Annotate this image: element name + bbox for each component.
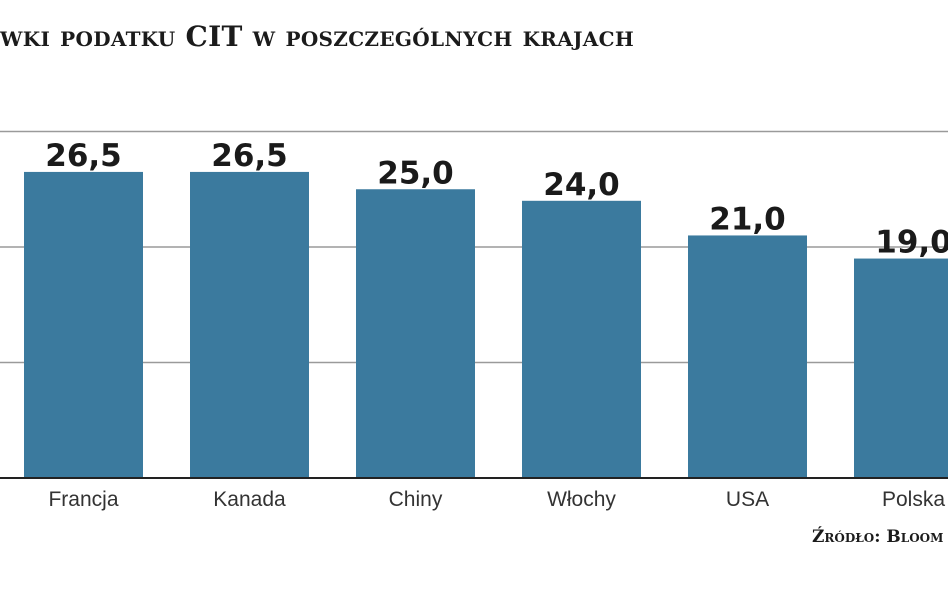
bar-usa [688, 235, 807, 478]
category-labels: Francja Kanada Chiny Włochy USA Polska [48, 488, 945, 511]
category-label: USA [726, 488, 769, 511]
category-label: Chiny [389, 488, 443, 511]
category-label: Polska [882, 488, 945, 511]
value-labels: 26,5 26,5 25,0 24,0 21,0 19,0 [45, 138, 948, 261]
category-label: Włochy [547, 488, 616, 511]
value-label: 24,0 [543, 167, 620, 203]
bar-włochy [522, 200, 641, 479]
value-label: 26,5 [45, 138, 122, 174]
bar-francja [24, 171, 143, 479]
category-label: Kanada [213, 488, 286, 511]
value-label: 19,0 [875, 225, 948, 261]
category-label: Francja [48, 488, 118, 511]
value-label: 25,0 [377, 155, 454, 191]
bar-chiny [356, 189, 475, 478]
chart-title: wki podatku CIT w poszczególnych krajach [0, 20, 635, 53]
bar-polska [854, 258, 948, 478]
bars [24, 171, 948, 479]
value-label: 26,5 [211, 138, 288, 174]
bar-kanada [190, 171, 309, 479]
source-note: Źródło: Bloom [812, 527, 944, 547]
value-label: 21,0 [709, 201, 786, 237]
